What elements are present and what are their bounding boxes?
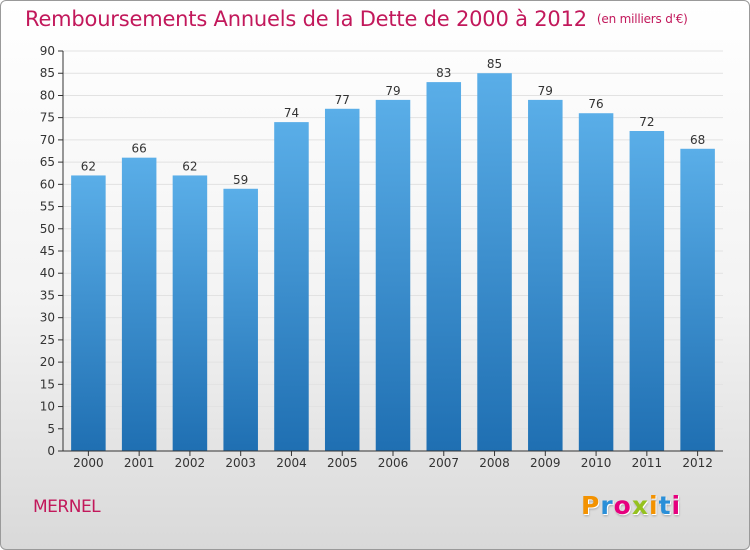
data-label: 77 [335,93,350,107]
data-label: 76 [588,97,603,111]
y-tick-label: 90 [40,44,55,58]
y-tick-label: 20 [40,355,55,369]
bar-2010 [578,113,614,451]
y-tick-label: 60 [40,177,55,191]
y-tick-label: 45 [40,244,55,258]
chart-unit: (en milliers d'€) [596,12,688,26]
data-label: 68 [690,133,705,147]
brand-letter: i [671,491,682,520]
bar-2002 [172,175,208,451]
y-tick-label: 35 [40,288,55,302]
x-tick-label: 2000 [73,456,104,470]
x-tick-label: 2005 [327,456,358,470]
brand-letter: x [631,491,649,520]
x-tick-label: 2006 [378,456,409,470]
data-label: 66 [132,142,147,156]
brand-logo: Proxiti [581,491,681,520]
x-tick-label: 2012 [682,456,713,470]
bar-2009 [528,99,563,451]
bar-2011 [629,131,665,451]
y-tick-label: 0 [47,444,55,458]
x-tick-label: 2008 [479,456,510,470]
data-label: 62 [81,159,96,173]
bar-2006 [375,99,411,451]
data-label: 74 [284,106,299,120]
y-tick-label: 55 [40,200,55,214]
y-tick-label: 85 [40,66,55,80]
chart-title-text: Remboursements Annuels de la Dette de 20… [25,7,587,31]
data-label: 62 [182,159,197,173]
data-label: 85 [487,57,502,71]
town-name: MERNEL [33,497,101,517]
brand-letter: i [649,491,659,520]
x-tick-labels: 2000 2001 2002 2003 2004 2005 2006 2007 2008 2009… [73,456,713,470]
axes [58,50,723,456]
brand-letter: t [658,491,672,520]
data-label: 79 [385,84,400,98]
brand-letter: o [613,491,632,520]
brand-letter: r [600,491,614,520]
brand-letter: P [581,491,601,520]
data-label: 83 [436,66,451,80]
y-tick-label: 25 [40,333,55,347]
y-tick-label: 70 [40,133,55,147]
x-tick-label: 2011 [632,456,663,470]
data-label: 79 [538,84,553,98]
x-tick-label: 2003 [225,456,256,470]
chart-title: Remboursements Annuels de la Dette de 20… [25,7,688,31]
y-tick-label: 50 [40,222,55,236]
bar-2005 [324,108,360,452]
y-tick-label: 5 [47,422,55,436]
x-tick-label: 2009 [530,456,561,470]
x-tick-label: 2010 [581,456,612,470]
y-tick-label: 10 [40,400,55,414]
x-tick-label: 2002 [175,456,206,470]
x-tick-label: 2007 [428,456,459,470]
data-labels: 62 66 62 59 74 77 79 83 85 79 76 72 68 [81,57,706,187]
bar-2012 [680,148,715,451]
y-tick-label: 30 [40,311,55,325]
y-tick-label: 75 [40,111,55,125]
bar-2004 [274,122,309,451]
x-tick-label: 2001 [124,456,155,470]
data-label: 59 [233,173,248,187]
bar-2000 [71,175,106,451]
y-tick-labels: 0 5 10 15 20 25 30 35 40 45 50 55 60 65 70 75 80 85 90 [40,44,55,458]
bars [71,73,715,452]
bar-2008 [477,73,512,451]
y-tick-label: 15 [40,377,55,391]
bar-2003 [223,188,258,451]
data-label: 72 [639,115,654,129]
y-tick-label: 40 [40,266,55,280]
bar-2007 [426,82,462,451]
bar-2001 [121,157,157,451]
x-tick-label: 2004 [276,456,307,470]
y-tick-label: 80 [40,88,55,102]
y-tick-label: 65 [40,155,55,169]
